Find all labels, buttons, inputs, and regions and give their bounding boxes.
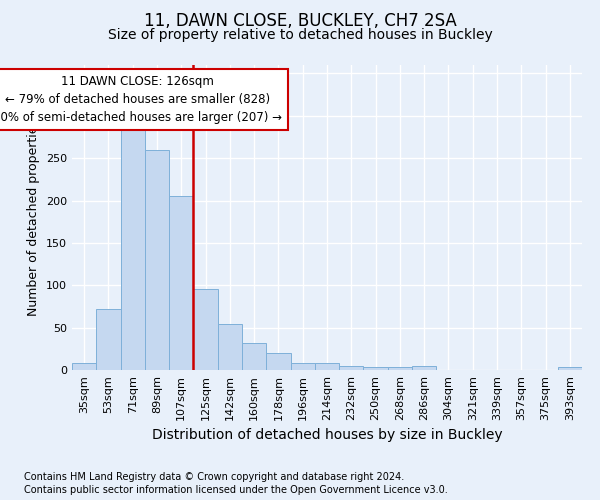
Text: 11 DAWN CLOSE: 126sqm
← 79% of detached houses are smaller (828)
20% of semi-det: 11 DAWN CLOSE: 126sqm ← 79% of detached … <box>0 75 282 124</box>
Bar <box>193 288 218 370</box>
Text: Contains public sector information licensed under the Open Government Licence v3: Contains public sector information licen… <box>24 485 448 495</box>
Bar <box>339 366 364 370</box>
Y-axis label: Number of detached properties: Number of detached properties <box>28 119 40 316</box>
Bar <box>266 353 290 370</box>
Text: 11, DAWN CLOSE, BUCKLEY, CH7 2SA: 11, DAWN CLOSE, BUCKLEY, CH7 2SA <box>143 12 457 30</box>
Bar <box>388 366 412 370</box>
Bar <box>121 128 145 370</box>
Bar <box>169 196 193 370</box>
Bar <box>290 363 315 370</box>
Bar <box>96 309 121 370</box>
Bar <box>145 150 169 370</box>
Bar <box>72 363 96 370</box>
Bar <box>315 363 339 370</box>
Bar <box>364 366 388 370</box>
Bar <box>218 324 242 370</box>
X-axis label: Distribution of detached houses by size in Buckley: Distribution of detached houses by size … <box>152 428 502 442</box>
Bar <box>242 343 266 370</box>
Bar <box>412 366 436 370</box>
Text: Contains HM Land Registry data © Crown copyright and database right 2024.: Contains HM Land Registry data © Crown c… <box>24 472 404 482</box>
Bar <box>558 368 582 370</box>
Text: Size of property relative to detached houses in Buckley: Size of property relative to detached ho… <box>107 28 493 42</box>
